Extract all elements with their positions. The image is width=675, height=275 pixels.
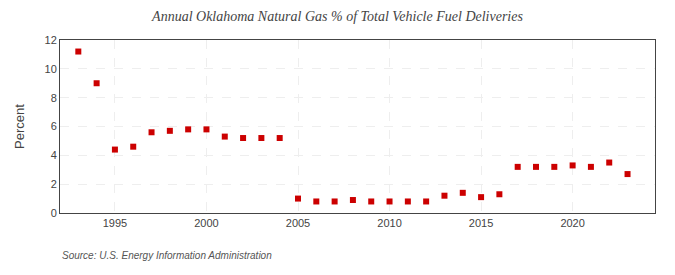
svg-text:2005: 2005 xyxy=(286,217,310,229)
svg-text:Source: U.S. Energy Informatio: Source: U.S. Energy Information Administ… xyxy=(62,250,272,261)
svg-text:4: 4 xyxy=(51,149,57,161)
svg-text:2000: 2000 xyxy=(194,217,218,229)
svg-text:2010: 2010 xyxy=(377,217,401,229)
svg-text:10: 10 xyxy=(45,63,57,75)
svg-text:8: 8 xyxy=(51,92,57,104)
svg-text:Annual Oklahoma Natural Gas %: Annual Oklahoma Natural Gas % of Total V… xyxy=(151,9,523,24)
svg-text:2015: 2015 xyxy=(469,217,493,229)
svg-text:1995: 1995 xyxy=(103,217,127,229)
svg-text:6: 6 xyxy=(51,120,57,132)
svg-text:2020: 2020 xyxy=(560,217,584,229)
svg-text:0: 0 xyxy=(51,207,57,219)
svg-text:2: 2 xyxy=(51,178,57,190)
svg-text:12: 12 xyxy=(45,34,57,46)
svg-text:Percent: Percent xyxy=(12,104,27,149)
